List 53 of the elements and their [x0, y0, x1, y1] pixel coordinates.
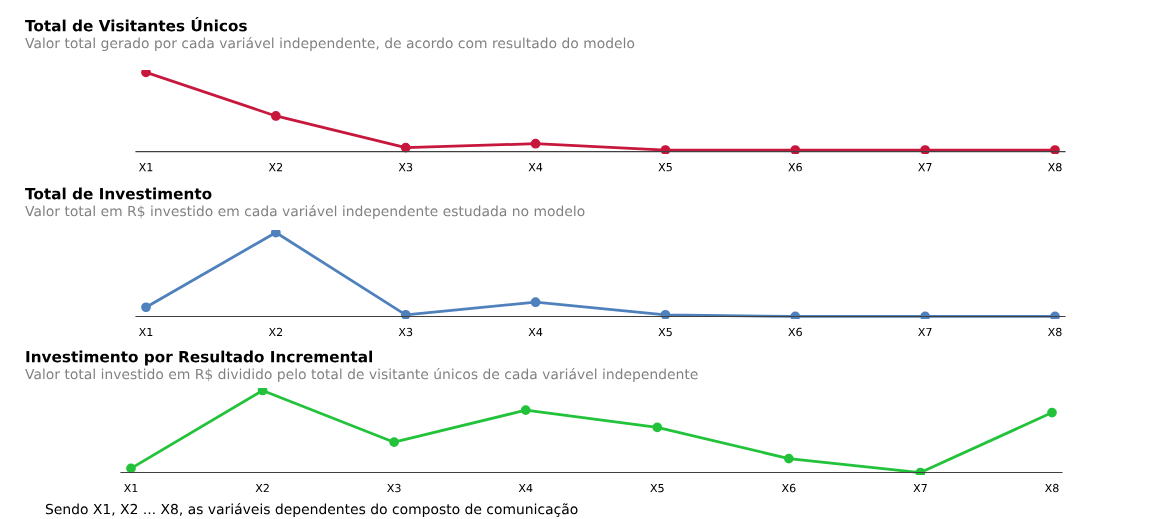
point: [660, 145, 671, 154]
chart-subtitle: Valor total em R$ investido em cada variável independente estudada no modelo: [25, 205, 585, 219]
point: [920, 145, 931, 154]
point: [141, 302, 151, 313]
point: [389, 437, 400, 448]
x-tick-label: X4: [518, 483, 533, 493]
x-tick-label: X6: [781, 483, 796, 493]
point: [920, 311, 931, 319]
point: [520, 405, 531, 416]
x-tick-label: X1: [138, 327, 153, 337]
point: [652, 422, 663, 433]
x-tick-label: X1: [138, 163, 153, 172]
chart-title: Investimento por Resultado Incremental: [26, 350, 373, 366]
point: [257, 388, 268, 396]
point: [270, 230, 281, 238]
point: [141, 70, 151, 78]
x-tick-label: X7: [918, 163, 932, 172]
x-tick-label: X5: [658, 327, 672, 337]
x-tick-label: X4: [528, 327, 543, 337]
x-tick-label: X4: [528, 163, 543, 172]
x-tick-label: X3: [398, 162, 413, 172]
x-tick-label: X8: [1047, 162, 1062, 172]
chart-subtitle: Valor total investido em R$ dividido pelo total de visitante únicos de cada variável independente: [25, 368, 698, 382]
x-tick-label: X2: [268, 327, 283, 337]
x-tick-label: X1: [123, 483, 138, 493]
point: [790, 145, 801, 154]
point: [400, 142, 411, 153]
x-tick-label: X5: [650, 483, 664, 493]
chart-title: Total de Investimento: [25, 187, 212, 200]
point: [660, 309, 671, 319]
text: Sendo X1, X2 ... X8, as variáveis dependentes do composto de comunicação: [45, 503, 578, 517]
x-tick-label: X8: [1044, 483, 1059, 493]
point: [1050, 311, 1060, 319]
x-tick-label: X6: [788, 162, 802, 172]
point: [530, 297, 541, 308]
x-tick-label: X2: [255, 483, 269, 493]
x-tick-label: X3: [398, 327, 413, 337]
point: [400, 309, 411, 319]
x-tick-label: X5: [658, 163, 672, 172]
point: [126, 463, 136, 474]
point: [1047, 407, 1057, 418]
point: [1050, 145, 1060, 154]
point: [530, 138, 541, 149]
x-tick-label: X3: [387, 483, 401, 493]
chart-title: Total de Visitantes Únicos: [25, 17, 247, 32]
point: [270, 111, 281, 121]
x-tick-label: X7: [913, 483, 927, 493]
chart-subtitle: Valor total gerado por cada variável independente, de acordo com resultado do modelo: [25, 37, 635, 51]
x-tick-label: X7: [918, 327, 932, 337]
point: [783, 453, 794, 464]
x-tick-label: X8: [1047, 327, 1062, 337]
x-tick-label: X6: [788, 327, 802, 337]
x-tick-label: X2: [268, 162, 283, 172]
